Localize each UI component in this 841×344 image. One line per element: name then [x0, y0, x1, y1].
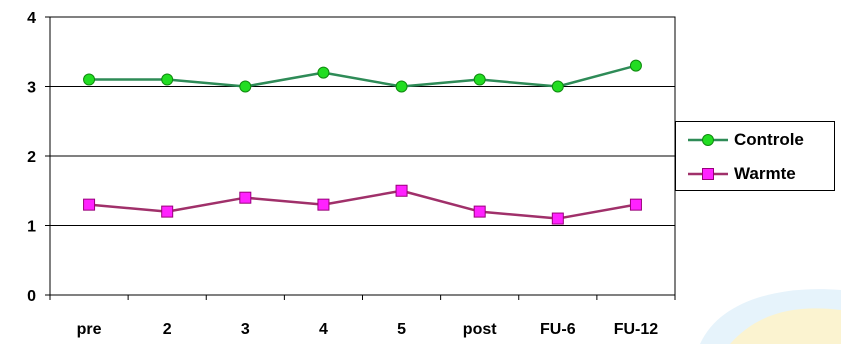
data-point-controle-4: [395, 80, 408, 93]
legend-label-warmte: Warmte: [734, 164, 796, 183]
data-point-warmte-5: [473, 205, 486, 218]
data-point-controle-2: [239, 80, 252, 93]
y-tick-label-4: 4: [27, 10, 36, 27]
x-tick-label-post: post: [463, 321, 497, 338]
data-point-warmte-2: [239, 191, 252, 204]
x-tick-label-4: 4: [319, 321, 328, 338]
series-controle: [83, 59, 642, 93]
data-point-controle-0: [83, 73, 96, 86]
legend-label-controle: Controle: [734, 130, 804, 149]
y-tick-label-0: 0: [27, 288, 36, 305]
data-point-controle-7: [629, 59, 642, 72]
data-point-controle-6: [551, 80, 564, 93]
x-tick-label-pre: pre: [77, 321, 102, 338]
data-point-warmte-1: [161, 205, 174, 218]
data-point-controle-1: [161, 73, 174, 86]
series-layer: [83, 59, 642, 225]
legend: Controle Warmte: [675, 121, 835, 191]
x-tick-label-fu-6: FU-6: [540, 321, 576, 338]
data-point-controle-5: [473, 73, 486, 86]
data-point-warmte-0: [83, 198, 96, 211]
legend-marker-controle: [688, 134, 728, 146]
series-line-warmte: [88, 189, 637, 220]
gridlines: [45, 16, 675, 296]
x-tick-label-2: 2: [163, 321, 172, 338]
legend-item-warmte: Warmte: [686, 163, 836, 185]
y-tick-label-2: 2: [27, 149, 36, 166]
data-point-warmte-7: [629, 198, 642, 211]
x-tick-label-fu-12: FU-12: [614, 321, 659, 338]
y-tick-label-1: 1: [27, 219, 36, 236]
legend-marker-warmte: [688, 168, 728, 180]
data-point-controle-3: [317, 66, 330, 79]
x-tick-label-5: 5: [397, 321, 406, 338]
y-tick-label-3: 3: [27, 80, 36, 97]
x-tick-label-3: 3: [241, 321, 250, 338]
series-warmte: [83, 184, 642, 225]
data-point-warmte-4: [395, 184, 408, 197]
x-axis-tick-marks: [49, 295, 676, 300]
data-point-warmte-3: [317, 198, 330, 211]
series-line-controle: [89, 64, 637, 88]
legend-item-controle: Controle: [686, 129, 836, 151]
data-point-warmte-6: [551, 212, 564, 225]
y-axis-tick-labels: 0 1 2 3 4: [27, 10, 36, 305]
x-axis-tick-labels: pre 2 3 4 5 post FU-6 FU-12: [77, 321, 659, 338]
